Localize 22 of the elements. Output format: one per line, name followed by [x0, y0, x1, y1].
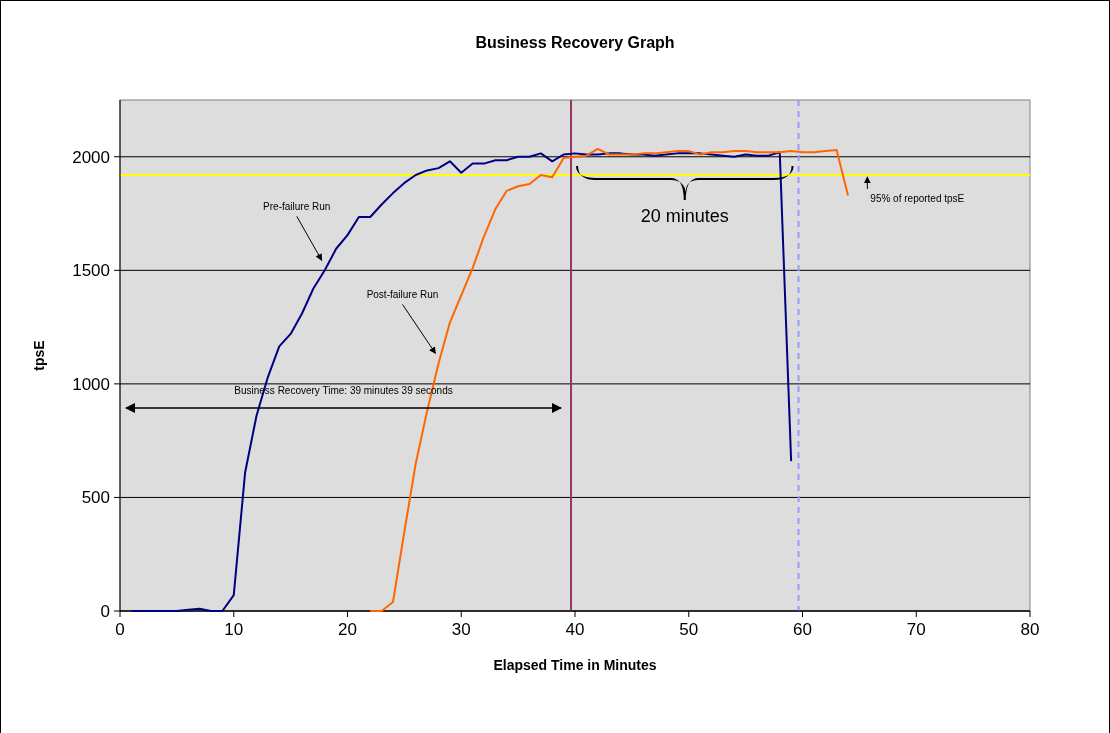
y-tick-label: 1500 — [72, 261, 110, 281]
x-tick-label: 80 — [1020, 620, 1040, 639]
y-tick-label: 500 — [81, 488, 110, 508]
line-series — [130, 151, 793, 612]
annotation: 20 minutes — [640, 206, 729, 226]
text: Pre-failure Run — [263, 201, 331, 213]
y-tick-label: 2000 — [72, 147, 110, 167]
x-tick-label: 40 — [565, 620, 585, 639]
ref-line-label: 95% of reported tpsE — [870, 192, 965, 204]
x-tick-label: 30 — [451, 620, 471, 639]
y-tick-label: 1000 — [72, 374, 110, 394]
x-tick-label: 20 — [338, 620, 357, 639]
y-axis-title: tpsE — [31, 340, 47, 371]
x-tick-label: 10 — [224, 620, 244, 639]
x-axis-title: Elapsed Time in Minutes — [493, 657, 657, 673]
x-tick-label: 50 — [679, 620, 699, 639]
x-tick-label: 0 — [115, 620, 125, 639]
y-tick-label: 0 — [100, 602, 110, 621]
chart-title: Business Recovery Graph — [475, 34, 675, 51]
x-tick-label: 70 — [906, 620, 926, 639]
series-label: Post-failure Run — [366, 289, 439, 301]
x-tick-label: 60 — [793, 620, 812, 639]
